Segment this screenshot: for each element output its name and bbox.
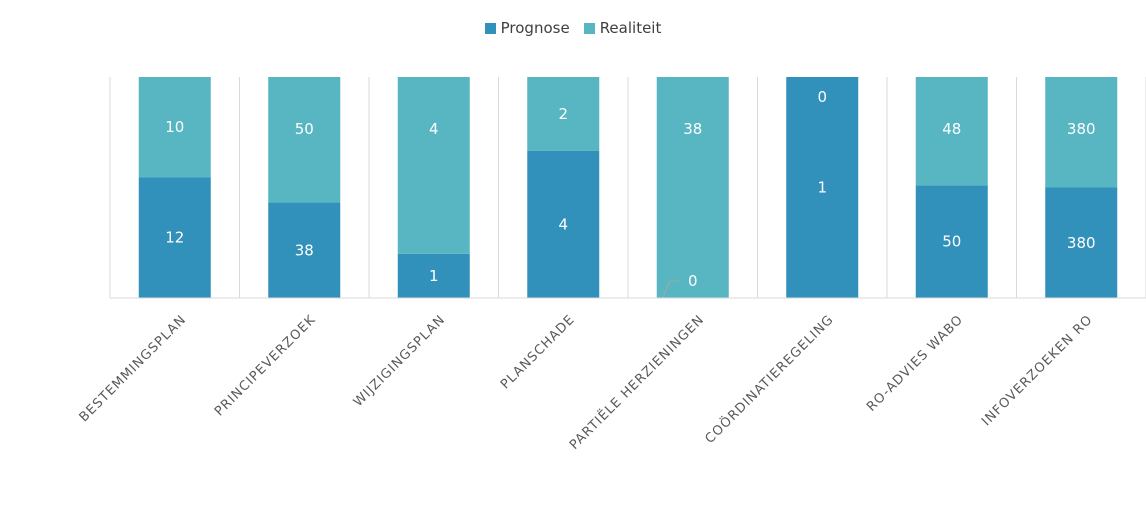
data-label-realiteit: 0	[817, 88, 827, 106]
legend-swatch-prognose	[484, 22, 496, 34]
bar-realiteit	[915, 77, 988, 186]
bar-prognose	[915, 185, 988, 298]
category-label: PRINCIPEVERZOEK	[212, 312, 319, 419]
data-label-realiteit: 2	[558, 105, 568, 123]
legend-item-prognose: Prognose	[484, 19, 570, 37]
bar-realiteit	[656, 77, 729, 298]
bar-realiteit	[138, 77, 211, 178]
legend-label-prognose: Prognose	[500, 19, 570, 37]
bar-prognose	[397, 253, 470, 298]
category-label: PLANSCHADE	[498, 312, 578, 392]
legend-item-realiteit: Realiteit	[583, 19, 662, 37]
bar-prognose	[1045, 187, 1118, 298]
legend: Prognose Realiteit	[0, 16, 1146, 40]
data-label-realiteit: 50	[295, 120, 314, 138]
data-label-prognose: 0	[688, 272, 698, 290]
category-label: PARTIËLE HERZIENINGEN	[566, 312, 707, 453]
category-label: COÖRDINATIEREGELING	[701, 311, 837, 447]
data-label-prognose: 380	[1067, 234, 1096, 252]
category-label: WIJZIGINGSPLAN	[351, 312, 449, 410]
data-label-realiteit: 48	[942, 120, 961, 138]
data-label-prognose: 50	[942, 233, 961, 251]
data-label-prognose: 12	[165, 229, 184, 247]
data-label-realiteit: 10	[165, 118, 184, 136]
legend-label-realiteit: Realiteit	[599, 19, 662, 37]
legend-swatch-realiteit	[583, 22, 595, 34]
bar-prognose	[527, 150, 600, 298]
category-label: INFOVERZOEKEN RO	[979, 312, 1096, 429]
bar-prognose	[786, 77, 859, 298]
data-label-prognose: 1	[817, 179, 827, 197]
bar-realiteit	[397, 77, 470, 254]
bar-prognose	[268, 202, 341, 298]
data-label-realiteit: 380	[1067, 120, 1096, 138]
data-label-prognose: 1	[429, 267, 439, 285]
data-label-realiteit: 4	[429, 120, 439, 138]
bar-prognose	[138, 177, 211, 298]
data-label-prognose: 4	[558, 215, 568, 233]
bar-realiteit	[527, 77, 600, 151]
leader-line	[662, 280, 679, 299]
bar-realiteit	[268, 77, 341, 203]
category-label: RO-ADVIES WABO	[864, 312, 967, 415]
bar-realiteit	[1045, 77, 1118, 188]
category-label: BESTEMMINGSPLAN	[77, 312, 190, 425]
data-label-realiteit: 38	[683, 120, 702, 138]
data-label-prognose: 38	[295, 241, 314, 259]
